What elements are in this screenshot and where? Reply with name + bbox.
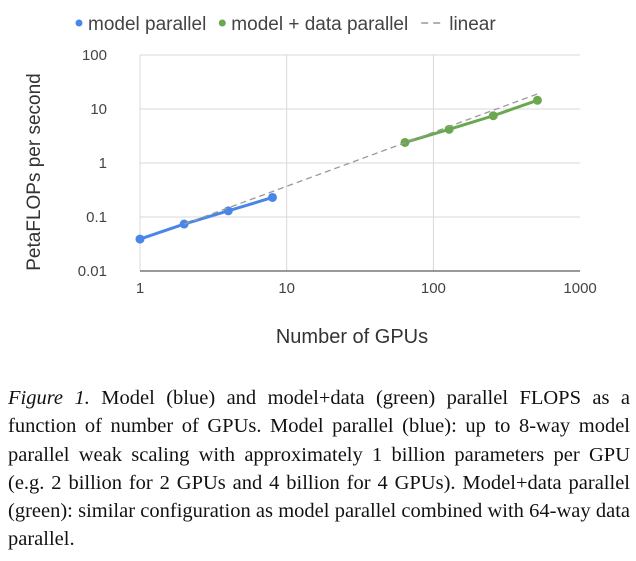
figure-caption: Figure 1. Model (blue) and model+data (g… <box>8 384 630 554</box>
y-tick-label: 0.1 <box>86 209 107 226</box>
x-tick-label: 1000 <box>563 280 596 297</box>
series-line-linear <box>183 93 538 225</box>
data-point <box>488 111 498 121</box>
caption-label: Figure 1. <box>8 387 90 409</box>
x-axis-label: Number of GPUs <box>276 326 428 348</box>
chart: 1 10 100 1000 100 10 1 0.1 0.01 Number of GPUs Pet… <box>24 14 597 348</box>
y-axis-label: PetaFLOPs per second <box>24 73 45 271</box>
data-point <box>532 95 542 105</box>
legend-dot-marker <box>75 19 83 27</box>
y-tick-label: 100 <box>82 47 107 64</box>
legend-entry: model parallel <box>88 14 206 35</box>
y-tick-label: 10 <box>90 101 107 118</box>
series-line-model-data-parallel <box>404 98 538 144</box>
x-tick-label: 10 <box>278 280 295 297</box>
data-point <box>135 234 145 244</box>
series-line-model-parallel <box>139 196 273 241</box>
x-tick-label: 1 <box>136 280 144 297</box>
legend-entry: model + data parallel <box>231 14 408 35</box>
y-tick-label: 0.01 <box>78 263 107 280</box>
y-tick-label: 1 <box>99 155 107 172</box>
data-point <box>267 192 277 202</box>
legend-entry: linear <box>449 14 496 35</box>
legend-dot-marker <box>218 19 226 27</box>
data-point <box>223 206 233 216</box>
caption-text: Model (blue) and model+data (green) para… <box>8 387 630 551</box>
x-tick-label: 100 <box>421 280 446 297</box>
